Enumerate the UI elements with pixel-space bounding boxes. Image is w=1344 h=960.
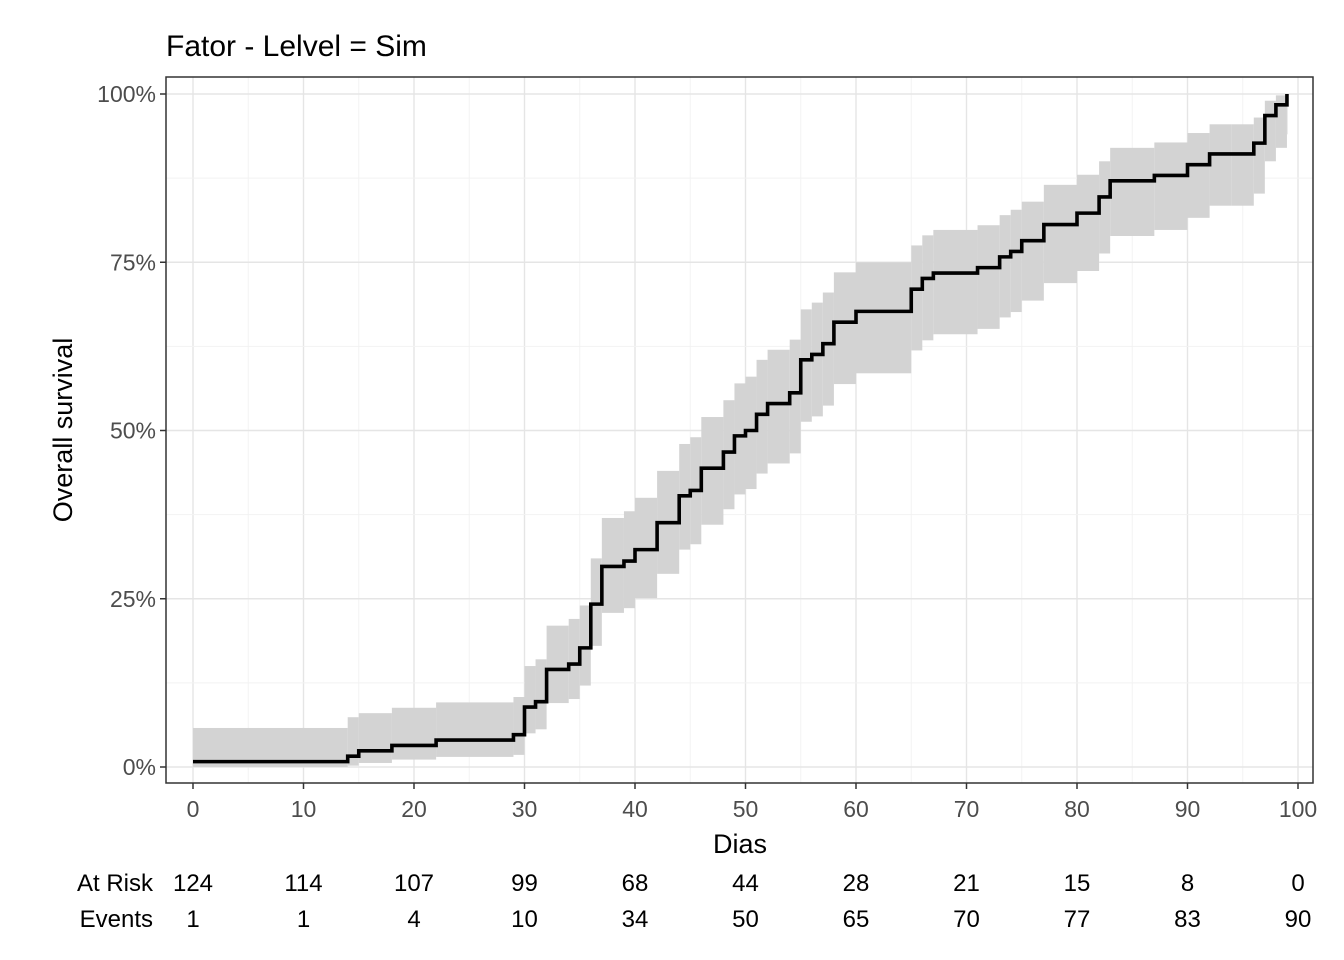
confidence-band-step: [1187, 133, 1210, 218]
risk-table-cell: 124: [173, 870, 213, 897]
confidence-band-step: [767, 349, 790, 464]
confidence-band-step: [1275, 95, 1287, 148]
y-axis-title: Overall survival: [48, 338, 78, 523]
confidence-band-step: [513, 697, 525, 755]
x-axis: 0 10 20 30 40 50 60 70 80 90 100: [187, 783, 1317, 822]
y-tick-label: 0%: [123, 754, 156, 780]
y-axis: 0% 25% 50% 75% 100%: [97, 81, 166, 780]
confidence-band-step: [1099, 161, 1111, 254]
y-tick-label: 100%: [97, 81, 156, 107]
confidence-band-step: [535, 659, 547, 730]
risk-table-cell: 4: [407, 906, 420, 933]
x-tick-label: 40: [622, 796, 648, 822]
risk-table-cell: 21: [953, 870, 980, 897]
confidence-band-step: [723, 400, 735, 510]
confidence-band-step: [1110, 147, 1155, 237]
risk-table-cell: 77: [1064, 906, 1091, 933]
confidence-band-step: [1264, 100, 1276, 162]
risk-table-row-label: At Risk: [77, 870, 154, 897]
confidence-band-step: [1010, 209, 1022, 313]
risk-table-cell: 15: [1064, 870, 1091, 897]
confidence-band-step: [789, 339, 801, 454]
confidence-band-step: [546, 625, 569, 704]
risk-table-cell: 65: [843, 906, 870, 933]
chart-title: Fator - Lelvel = Sim: [166, 30, 427, 63]
risk-table-cell: 68: [622, 870, 649, 897]
x-tick-label: 90: [1175, 796, 1201, 822]
confidence-band-step: [977, 225, 1000, 329]
x-tick-label: 50: [733, 796, 759, 822]
confidence-band-step: [1253, 117, 1265, 194]
confidence-band-step: [391, 707, 437, 760]
risk-table-cell: 1: [297, 906, 310, 933]
risk-table-row-label: Events: [80, 906, 153, 933]
confidence-band-step: [1154, 142, 1188, 230]
confidence-band-step: [822, 292, 834, 406]
risk-table-cell: 8: [1181, 870, 1194, 897]
confidence-band-step: [358, 713, 392, 763]
confidence-band: [193, 94, 1288, 767]
risk-table-cell: 34: [622, 906, 649, 933]
x-tick-label: 70: [954, 796, 980, 822]
x-tick-label: 60: [843, 796, 869, 822]
confidence-band-step: [579, 605, 591, 686]
risk-table-cell: 99: [511, 870, 538, 897]
confidence-band-step: [1209, 124, 1232, 206]
plot-area: [165, 76, 1314, 784]
confidence-band-step: [911, 245, 923, 351]
confidence-band-step: [1231, 124, 1254, 206]
risk-table-cell: 90: [1285, 906, 1312, 933]
confidence-band-step: [436, 702, 514, 757]
confidence-band-step: [1021, 201, 1044, 301]
confidence-band-step: [745, 376, 757, 490]
confidence-band-step: [756, 359, 768, 474]
confidence-band-step: [524, 666, 536, 734]
survival-line: [193, 94, 1289, 764]
x-axis-title: Dias: [713, 829, 767, 859]
risk-table-cell: 107: [394, 870, 434, 897]
confidence-band-step: [590, 558, 602, 646]
risk-table-cell: 0: [1291, 870, 1304, 897]
survival-curve: [193, 94, 1289, 764]
confidence-band-step: [1043, 184, 1077, 284]
risk-table-cell: 70: [953, 906, 980, 933]
risk-table-cell: 50: [732, 906, 759, 933]
confidence-band-step: [856, 262, 912, 374]
risk-table-cell: 44: [732, 870, 759, 897]
x-tick-label: 100: [1279, 796, 1317, 822]
confidence-band-step: [347, 717, 359, 766]
risk-table-cell: 114: [284, 870, 322, 897]
confidence-band-step: [922, 235, 934, 341]
risk-table-cell: 1: [186, 906, 199, 933]
confidence-band-step: [701, 417, 724, 525]
y-tick-label: 50%: [110, 418, 156, 444]
confidence-band-step: [1286, 94, 1288, 135]
x-tick-label: 30: [512, 796, 538, 822]
x-tick-label: 80: [1064, 796, 1090, 822]
confidence-band-step: [800, 309, 812, 422]
confidence-band-step: [734, 383, 746, 495]
confidence-band-step: [833, 272, 856, 385]
x-tick-label: 10: [291, 796, 317, 822]
confidence-band-step: [933, 229, 978, 335]
risk-table-cell: 83: [1174, 906, 1201, 933]
x-tick-label: 20: [401, 796, 427, 822]
y-tick-label: 75%: [110, 249, 156, 275]
confidence-band-step: [1077, 174, 1100, 271]
confidence-band-step: [811, 302, 823, 417]
risk-table-cell: 10: [511, 906, 538, 933]
confidence-band-step: [999, 215, 1011, 318]
confidence-band-step: [568, 618, 580, 700]
risk-table-cell: 28: [843, 870, 870, 897]
x-tick-label: 0: [187, 796, 200, 822]
y-tick-label: 25%: [110, 586, 156, 612]
